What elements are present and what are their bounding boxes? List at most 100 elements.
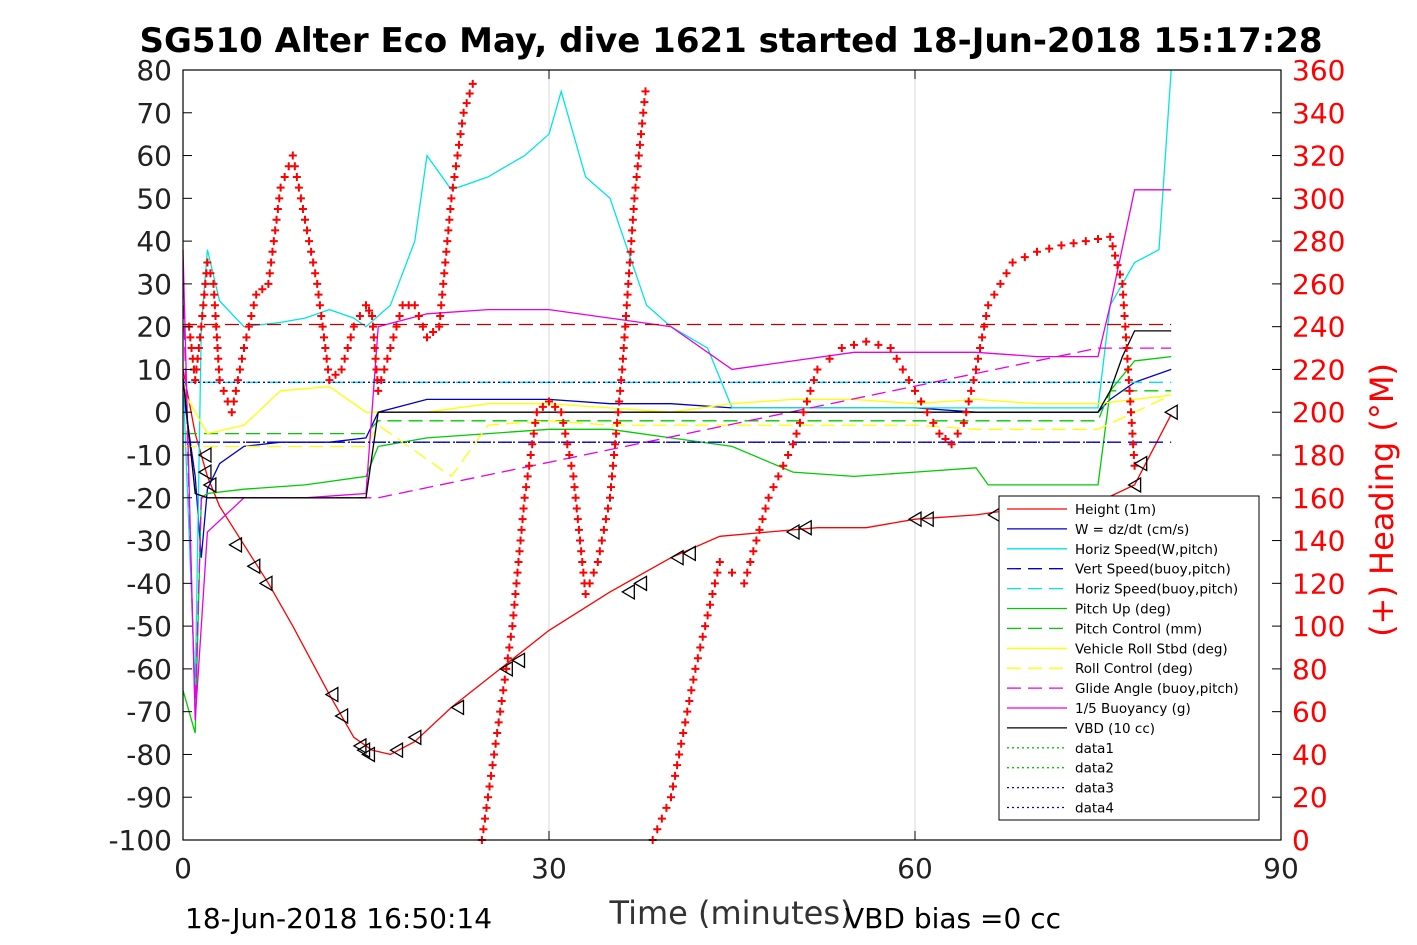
y-left-tick-label: -50 — [126, 610, 172, 643]
heading-point — [904, 376, 913, 385]
heading-point — [212, 333, 221, 342]
heading-point — [321, 344, 330, 353]
heading-point — [440, 269, 449, 278]
heading-point — [1119, 301, 1128, 310]
y-left-tick-label: -80 — [126, 738, 172, 771]
heading-point — [229, 397, 238, 406]
heading-point — [523, 472, 532, 481]
heading-point — [610, 451, 619, 459]
legend-label: data4 — [1075, 801, 1114, 817]
heading-point — [201, 279, 210, 288]
heading-point — [227, 408, 236, 417]
heading-point — [633, 162, 642, 171]
heading-point — [292, 172, 301, 181]
heading-point — [211, 311, 220, 320]
heading-point — [628, 215, 637, 224]
heading-point — [1115, 270, 1124, 279]
heading-point — [618, 365, 627, 374]
heading-point — [802, 397, 811, 406]
y-left-tick-label: 50 — [136, 182, 172, 215]
heading-point — [693, 654, 702, 663]
heading-point — [571, 493, 580, 502]
heading-point — [996, 279, 1005, 288]
heading-point — [570, 483, 579, 492]
heading-point — [622, 311, 631, 320]
legend-label: VBD (10 cc) — [1075, 721, 1155, 737]
heading-point — [532, 408, 541, 417]
heading-point — [567, 461, 576, 470]
heading-point — [612, 429, 621, 438]
heading-markers — [185, 79, 1139, 844]
heading-point — [371, 354, 380, 363]
heading-point — [589, 568, 598, 577]
heading-point — [493, 729, 502, 738]
heading-point — [675, 750, 684, 759]
heading-point — [369, 333, 378, 342]
height-marker — [633, 575, 648, 592]
height-marker — [797, 519, 812, 536]
heading-point — [209, 279, 218, 288]
heading-point — [1127, 408, 1136, 417]
heading-point — [212, 322, 221, 331]
heading-point — [1008, 258, 1017, 267]
heading-point — [941, 434, 950, 443]
height-marker — [407, 729, 422, 746]
heading-point — [517, 525, 526, 534]
heading-point — [340, 354, 349, 363]
heading-point — [258, 285, 267, 294]
y-left-tick-label: 30 — [136, 268, 172, 301]
heading-point — [383, 354, 392, 363]
heading-point — [640, 98, 649, 107]
grid-lines — [548, 70, 916, 840]
heading-point — [494, 718, 503, 727]
y-left-tick-label: -20 — [126, 482, 172, 515]
heading-point — [740, 579, 749, 588]
heading-point — [825, 354, 834, 363]
heading-point — [911, 386, 919, 395]
heading-point — [479, 825, 488, 834]
heading-point — [219, 386, 228, 395]
heading-point — [613, 418, 622, 427]
heading-point — [249, 301, 258, 310]
heading-point — [632, 172, 641, 181]
heading-point — [506, 632, 515, 641]
heading-point — [713, 568, 722, 577]
legend-label: data2 — [1075, 761, 1114, 777]
legend-label: Horiz Speed(W,pitch) — [1075, 542, 1218, 558]
legend-label: W = dz/dt (cm/s) — [1075, 522, 1189, 538]
heading-point — [974, 354, 983, 363]
heading-point — [1033, 247, 1041, 256]
heading-point — [667, 793, 675, 802]
heading-point — [187, 344, 196, 353]
heading-point — [653, 825, 662, 834]
heading-point — [614, 408, 623, 417]
heading-point — [515, 547, 524, 556]
heading-point — [657, 814, 666, 823]
heading-point — [272, 215, 281, 224]
legend-label: 1/5 Buoyancy (g) — [1075, 701, 1191, 717]
heading-point — [616, 386, 625, 395]
heading-point — [503, 654, 512, 663]
y-left-tick-label: -100 — [108, 824, 172, 857]
heading-point — [509, 611, 518, 620]
heading-point — [438, 290, 447, 299]
heading-point — [214, 354, 223, 363]
heading-point — [210, 301, 219, 310]
heading-point — [691, 664, 700, 673]
footer-date: 18-Jun-2018 16:50:14 — [185, 902, 492, 935]
heading-point — [806, 386, 815, 395]
heading-point — [519, 504, 528, 513]
series-line — [182, 355, 1172, 734]
heading-point — [898, 365, 907, 374]
heading-point — [435, 322, 444, 331]
heading-point — [453, 151, 462, 160]
heading-point — [410, 301, 419, 310]
heading-point — [978, 333, 987, 342]
heading-point — [615, 397, 624, 406]
heading-point — [631, 183, 640, 192]
heading-point — [203, 258, 212, 267]
heading-point — [315, 301, 324, 310]
heading-point — [206, 269, 215, 278]
y-right-tick-label: 40 — [1292, 738, 1328, 771]
heading-point — [514, 557, 523, 566]
